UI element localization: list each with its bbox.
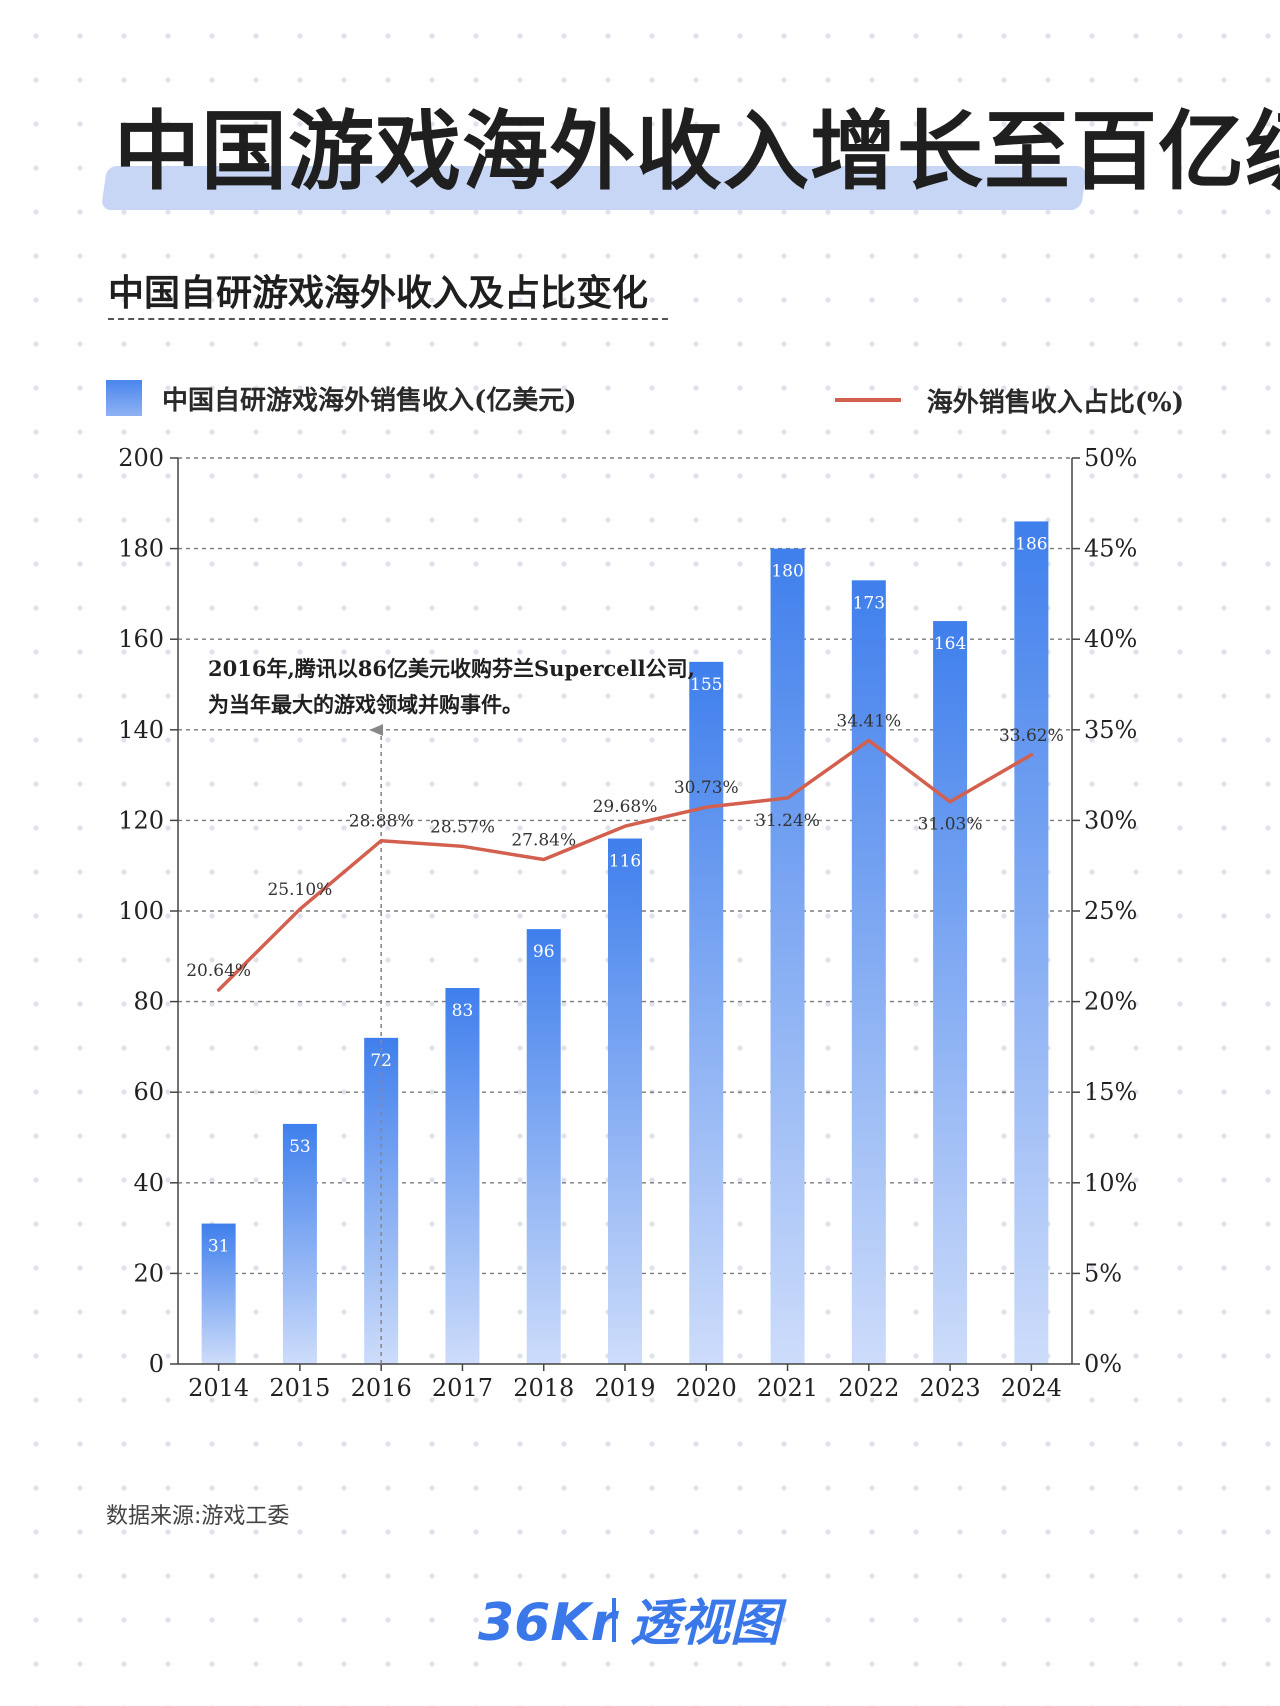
bar-2022	[851, 580, 886, 1364]
bar-value-label: 31	[208, 1237, 230, 1257]
bar-2014	[201, 1223, 236, 1364]
logo-text: 36Kr	[478, 1593, 620, 1653]
y-right-tick-label: 35%	[1084, 716, 1137, 744]
y-left-tick-label: 20	[133, 1259, 164, 1287]
y-right-tick-label: 0%	[1084, 1350, 1122, 1378]
line-value-label: 31.24%	[755, 811, 820, 831]
annotation-line-1: 2016年,腾讯以86亿美元收购芬兰Supercell公司,	[208, 656, 695, 681]
y-right-tick-label: 20%	[1084, 988, 1137, 1016]
x-tick-label: 2020	[676, 1374, 737, 1402]
line-value-label: 28.88%	[349, 812, 414, 832]
legend-bar-label: 中国自研游戏海外销售收入(亿美元)	[162, 385, 577, 416]
chart-subtitle: 中国自研游戏海外收入及占比变化	[108, 272, 649, 314]
data-source: 数据来源:游戏工委	[106, 1504, 290, 1529]
y-right-tick-label: 30%	[1084, 806, 1137, 834]
title-area: 中国游戏海外收入增长至百亿级	[100, 100, 1280, 220]
y-right-tick-label: 5%	[1084, 1259, 1122, 1287]
annotation-line-2: 为当年最大的游戏领域并购事件。	[208, 692, 523, 717]
bar-value-label: 53	[289, 1137, 311, 1157]
bar-value-label: 164	[934, 634, 966, 654]
y-right-tick-label: 50%	[1084, 444, 1137, 472]
bar-2021	[770, 548, 805, 1364]
bar-value-label: 83	[452, 1001, 474, 1021]
x-tick-label: 2024	[1001, 1374, 1062, 1402]
bar-2017	[445, 988, 480, 1364]
y-right-tick-label: 10%	[1084, 1169, 1137, 1197]
bar-value-label: 173	[853, 593, 885, 613]
bar-2018	[526, 929, 561, 1364]
legend-bar-swatch	[106, 380, 142, 416]
y-left-tick-label: 120	[118, 806, 164, 834]
x-tick-label: 2019	[594, 1374, 655, 1402]
legend-line-swatch	[834, 398, 901, 402]
line-value-label: 34.41%	[836, 711, 901, 731]
bar-value-label: 180	[771, 562, 803, 582]
bar-value-label: 116	[609, 852, 641, 872]
x-tick-label: 2021	[757, 1374, 818, 1402]
chart: 0 20 40 60 80 100 120 140 160 180 200 0% 5% 10% 15% 20%…	[118, 444, 1137, 1402]
y-left-tick-label: 40	[133, 1169, 164, 1197]
legend-bar: 中国自研游戏海外销售收入(亿美元)	[106, 378, 577, 418]
y-right-tick-label: 45%	[1084, 535, 1137, 563]
y-left-tick-label: 80	[133, 988, 164, 1016]
bar-value-label: 186	[1015, 534, 1047, 554]
page-title: 中国游戏海外收入增长至百亿级	[114, 102, 1280, 202]
line-value-label: 28.57%	[430, 817, 495, 837]
x-tick-label: 2016	[351, 1374, 412, 1402]
bar-value-label: 72	[370, 1051, 392, 1071]
logo: 36Kr 透视图	[478, 1593, 787, 1653]
y-right-tick-label: 25%	[1084, 897, 1137, 925]
line-value-label: 30.73%	[674, 778, 739, 798]
y-right-tick-label: 40%	[1084, 625, 1137, 653]
bar-2023	[933, 621, 968, 1364]
line-value-label: 29.68%	[593, 797, 658, 817]
line-value-label: 27.84%	[511, 831, 576, 851]
x-tick-label: 2022	[838, 1374, 899, 1402]
y-left-tick-label: 140	[118, 716, 164, 744]
y-left-tick-label: 100	[118, 897, 164, 925]
line-value-label: 31.03%	[918, 815, 983, 835]
legend-line-label: 海外销售收入占比(%)	[926, 387, 1184, 418]
line-value-label: 33.62%	[999, 726, 1064, 746]
subtitle-underline	[108, 318, 668, 320]
x-tick-label: 2018	[513, 1374, 574, 1402]
x-tick-label: 2017	[432, 1374, 493, 1402]
logo-divider	[612, 1598, 616, 1642]
bar-2020	[689, 661, 724, 1364]
y-right-tick-label: 15%	[1084, 1078, 1137, 1106]
x-tick-label: 2014	[188, 1374, 249, 1402]
x-tick-label: 2023	[920, 1374, 981, 1402]
bar-2015	[282, 1123, 317, 1364]
y-left-tick-label: 160	[118, 625, 164, 653]
x-tick-label: 2015	[269, 1374, 330, 1402]
y-left-tick-label: 180	[118, 535, 164, 563]
share-line	[216, 738, 1034, 992]
logo-sub-text: 透视图	[630, 1594, 787, 1652]
line-value-label: 20.64%	[186, 961, 251, 981]
bar-value-label: 96	[533, 942, 555, 962]
bar-2019	[608, 838, 642, 1364]
line-value-label: 25.10%	[267, 880, 332, 900]
bar-value-label: 155	[690, 675, 722, 695]
bar-2024	[1014, 521, 1049, 1364]
y-left-tick-label: 200	[118, 444, 164, 472]
y-left-tick-label: 60	[133, 1078, 164, 1106]
legend-line: 海外销售收入占比(%)	[834, 380, 1184, 420]
y-left-tick-label: 0	[149, 1350, 164, 1378]
